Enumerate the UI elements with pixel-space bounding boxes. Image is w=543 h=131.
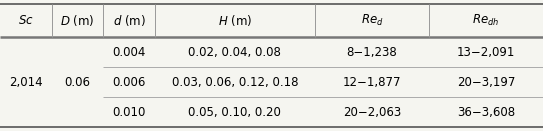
Text: 0.06: 0.06	[65, 76, 90, 89]
Text: 0.02, 0.04, 0.08: 0.02, 0.04, 0.08	[188, 46, 281, 59]
Text: 20−2,063: 20−2,063	[343, 106, 401, 119]
Text: 0.006: 0.006	[112, 76, 146, 89]
Text: $\mathit{Re}_{\mathit{dh}}$: $\mathit{Re}_{\mathit{dh}}$	[472, 13, 500, 28]
Text: 36−3,608: 36−3,608	[457, 106, 515, 119]
Text: 2,014: 2,014	[9, 76, 42, 89]
Text: 0.004: 0.004	[112, 46, 146, 59]
Text: 8−1,238: 8−1,238	[346, 46, 397, 59]
Text: 20−3,197: 20−3,197	[457, 76, 515, 89]
Text: 12−1,877: 12−1,877	[343, 76, 401, 89]
Text: $\mathit{Sc}$: $\mathit{Sc}$	[18, 14, 34, 27]
Text: 13−2,091: 13−2,091	[457, 46, 515, 59]
Text: 0.05, 0.10, 0.20: 0.05, 0.10, 0.20	[188, 106, 281, 119]
Text: $\mathit{d}\ \mathrm{(m)}$: $\mathit{d}\ \mathrm{(m)}$	[112, 13, 146, 28]
Text: $\mathit{H}\ \mathrm{(m)}$: $\mathit{H}\ \mathrm{(m)}$	[218, 13, 252, 28]
Text: 0.03, 0.06, 0.12, 0.18: 0.03, 0.06, 0.12, 0.18	[172, 76, 298, 89]
Text: $\mathit{D}\ \mathrm{(m)}$: $\mathit{D}\ \mathrm{(m)}$	[60, 13, 94, 28]
Text: 0.010: 0.010	[112, 106, 146, 119]
Text: $\mathit{Re}_{\mathit{d}}$: $\mathit{Re}_{\mathit{d}}$	[361, 13, 383, 28]
